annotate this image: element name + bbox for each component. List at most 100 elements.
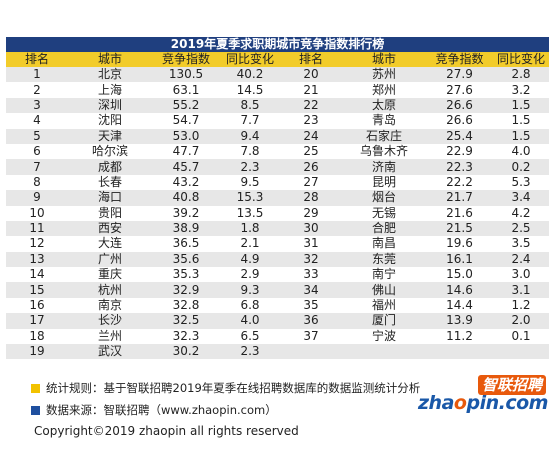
cell-rank: 33 — [280, 267, 342, 283]
table-row: 2 上海 63.1 14.5 21 郑州 27.6 3.2 — [6, 82, 549, 98]
cell-change: 0.1 — [493, 328, 549, 345]
table-row: 18 兰州 32.3 6.5 37 宁波 11.2 0.1 — [6, 328, 549, 345]
cell-index: 27.9 — [426, 67, 493, 83]
cell-index: 36.5 — [152, 236, 220, 252]
cell-rank: 26 — [280, 159, 342, 175]
cell-city: 深圳 — [68, 97, 152, 114]
cell-change: 0.2 — [493, 159, 549, 175]
cell-rank: 3 — [6, 97, 68, 114]
cell-index: 26.6 — [426, 97, 493, 114]
cell-index: 53.0 — [152, 128, 220, 144]
cell-index: 14.4 — [426, 297, 493, 314]
cell-rank: 32 — [280, 251, 342, 268]
cell-change: 1.5 — [493, 128, 549, 144]
cell-change: 2.1 — [220, 236, 280, 252]
table-row: 1 北京 130.5 40.2 20 苏州 27.9 2.8 — [6, 67, 549, 83]
table-row: 8 长春 43.2 9.5 27 昆明 22.2 5.3 — [6, 174, 549, 191]
cell-city: 重庆 — [68, 267, 152, 283]
header-change: 同比变化 — [220, 52, 280, 67]
cell-city: 合肥 — [342, 220, 426, 237]
cell-change: 2.9 — [220, 267, 280, 283]
cell-index: 14.6 — [426, 282, 493, 298]
cell-change: 3.1 — [493, 282, 549, 298]
cell-city: 上海 — [68, 82, 152, 98]
cell-index: 32.3 — [152, 328, 220, 345]
table-row: 6 哈尔滨 47.7 7.8 25 乌鲁木齐 22.9 4.0 — [6, 143, 549, 160]
cell-index: 22.9 — [426, 143, 493, 160]
cell-change: 9.3 — [220, 282, 280, 298]
cell-rank: 18 — [6, 328, 68, 345]
cell-change: 4.0 — [220, 313, 280, 329]
cell-rank: 37 — [280, 328, 342, 345]
cell-rank: 4 — [6, 113, 68, 129]
blue-square-icon — [31, 406, 40, 415]
cell-change: 7.7 — [220, 113, 280, 129]
cell-change: 14.5 — [220, 82, 280, 98]
cell-rank: 14 — [6, 267, 68, 283]
cell-city: 宁波 — [342, 328, 426, 345]
cell-city: 福州 — [342, 297, 426, 314]
cell-city: 大连 — [68, 236, 152, 252]
cell-index: 130.5 — [152, 67, 220, 83]
cell-city: 石家庄 — [342, 128, 426, 144]
cell-change: 1.2 — [493, 297, 549, 314]
cell-index: 26.6 — [426, 113, 493, 129]
cell-index: 38.9 — [152, 220, 220, 237]
cell-index: 45.7 — [152, 159, 220, 175]
cell-city: 广州 — [68, 251, 152, 268]
cell-rank: 25 — [280, 143, 342, 160]
cell-index: 22.2 — [426, 174, 493, 191]
copyright: Copyright©2019 zhaopin all rights reserv… — [34, 424, 299, 438]
cell-index: 16.1 — [426, 251, 493, 268]
cell-change: 2.5 — [493, 220, 549, 237]
yellow-square-icon — [31, 384, 40, 393]
cell-change: 2.3 — [220, 344, 280, 360]
cell-change: 9.4 — [220, 128, 280, 144]
cell-rank: 9 — [6, 190, 68, 206]
cell-change: 3.0 — [493, 267, 549, 283]
cell-city: 海口 — [68, 190, 152, 206]
cell-rank: 30 — [280, 220, 342, 237]
cell-change: 1.5 — [493, 97, 549, 114]
table-row: 19 武汉 30.2 2.3 — [6, 344, 549, 360]
table-row: 16 南京 32.8 6.8 35 福州 14.4 1.2 — [6, 297, 549, 314]
cell-city: 南昌 — [342, 236, 426, 252]
cell-index: 21.7 — [426, 190, 493, 206]
cell-index: 35.6 — [152, 251, 220, 268]
header-index: 竞争指数 — [152, 52, 220, 67]
cell-rank: 5 — [6, 128, 68, 144]
table-row: 9 海口 40.8 15.3 28 烟台 21.7 3.4 — [6, 190, 549, 206]
cell-city — [342, 344, 426, 360]
cell-city: 乌鲁木齐 — [342, 143, 426, 160]
cell-change: 4.2 — [493, 205, 549, 221]
cell-index: 32.5 — [152, 313, 220, 329]
header-city: 城市 — [68, 52, 152, 67]
header-change-2: 同比变化 — [493, 52, 549, 67]
cell-change: 40.2 — [220, 67, 280, 83]
cell-change: 3.2 — [493, 82, 549, 98]
cell-city: 烟台 — [342, 190, 426, 206]
table-row: 4 沈阳 54.7 7.7 23 青岛 26.6 1.5 — [6, 113, 549, 129]
cell-change: 7.8 — [220, 143, 280, 160]
ranking-table: 排名 城市 竞争指数 同比变化 排名 城市 竞争指数 同比变化 1 北京 130.5… — [6, 52, 549, 360]
cell-rank: 34 — [280, 282, 342, 298]
cell-rank: 31 — [280, 236, 342, 252]
cell-city: 无锡 — [342, 205, 426, 221]
header-rank-2: 排名 — [280, 52, 342, 67]
table-body: 1 北京 130.5 40.2 20 苏州 27.9 2.8 2 上海 63.1 14.5 21 郑州 27… — [6, 67, 549, 360]
cell-change: 1.8 — [220, 220, 280, 237]
header-rank: 排名 — [6, 52, 68, 67]
cell-rank: 27 — [280, 174, 342, 191]
cell-city: 哈尔滨 — [68, 143, 152, 160]
cell-rank: 12 — [6, 236, 68, 252]
cell-index: 13.9 — [426, 313, 493, 329]
cell-rank: 11 — [6, 220, 68, 237]
logo-en-prefix: zha — [418, 392, 454, 414]
cell-index: 32.8 — [152, 297, 220, 314]
logo-english: zhaopin.com — [418, 392, 548, 414]
cell-rank: 20 — [280, 67, 342, 83]
cell-city: 太原 — [342, 97, 426, 114]
cell-city: 东莞 — [342, 251, 426, 268]
cell-index: 27.6 — [426, 82, 493, 98]
